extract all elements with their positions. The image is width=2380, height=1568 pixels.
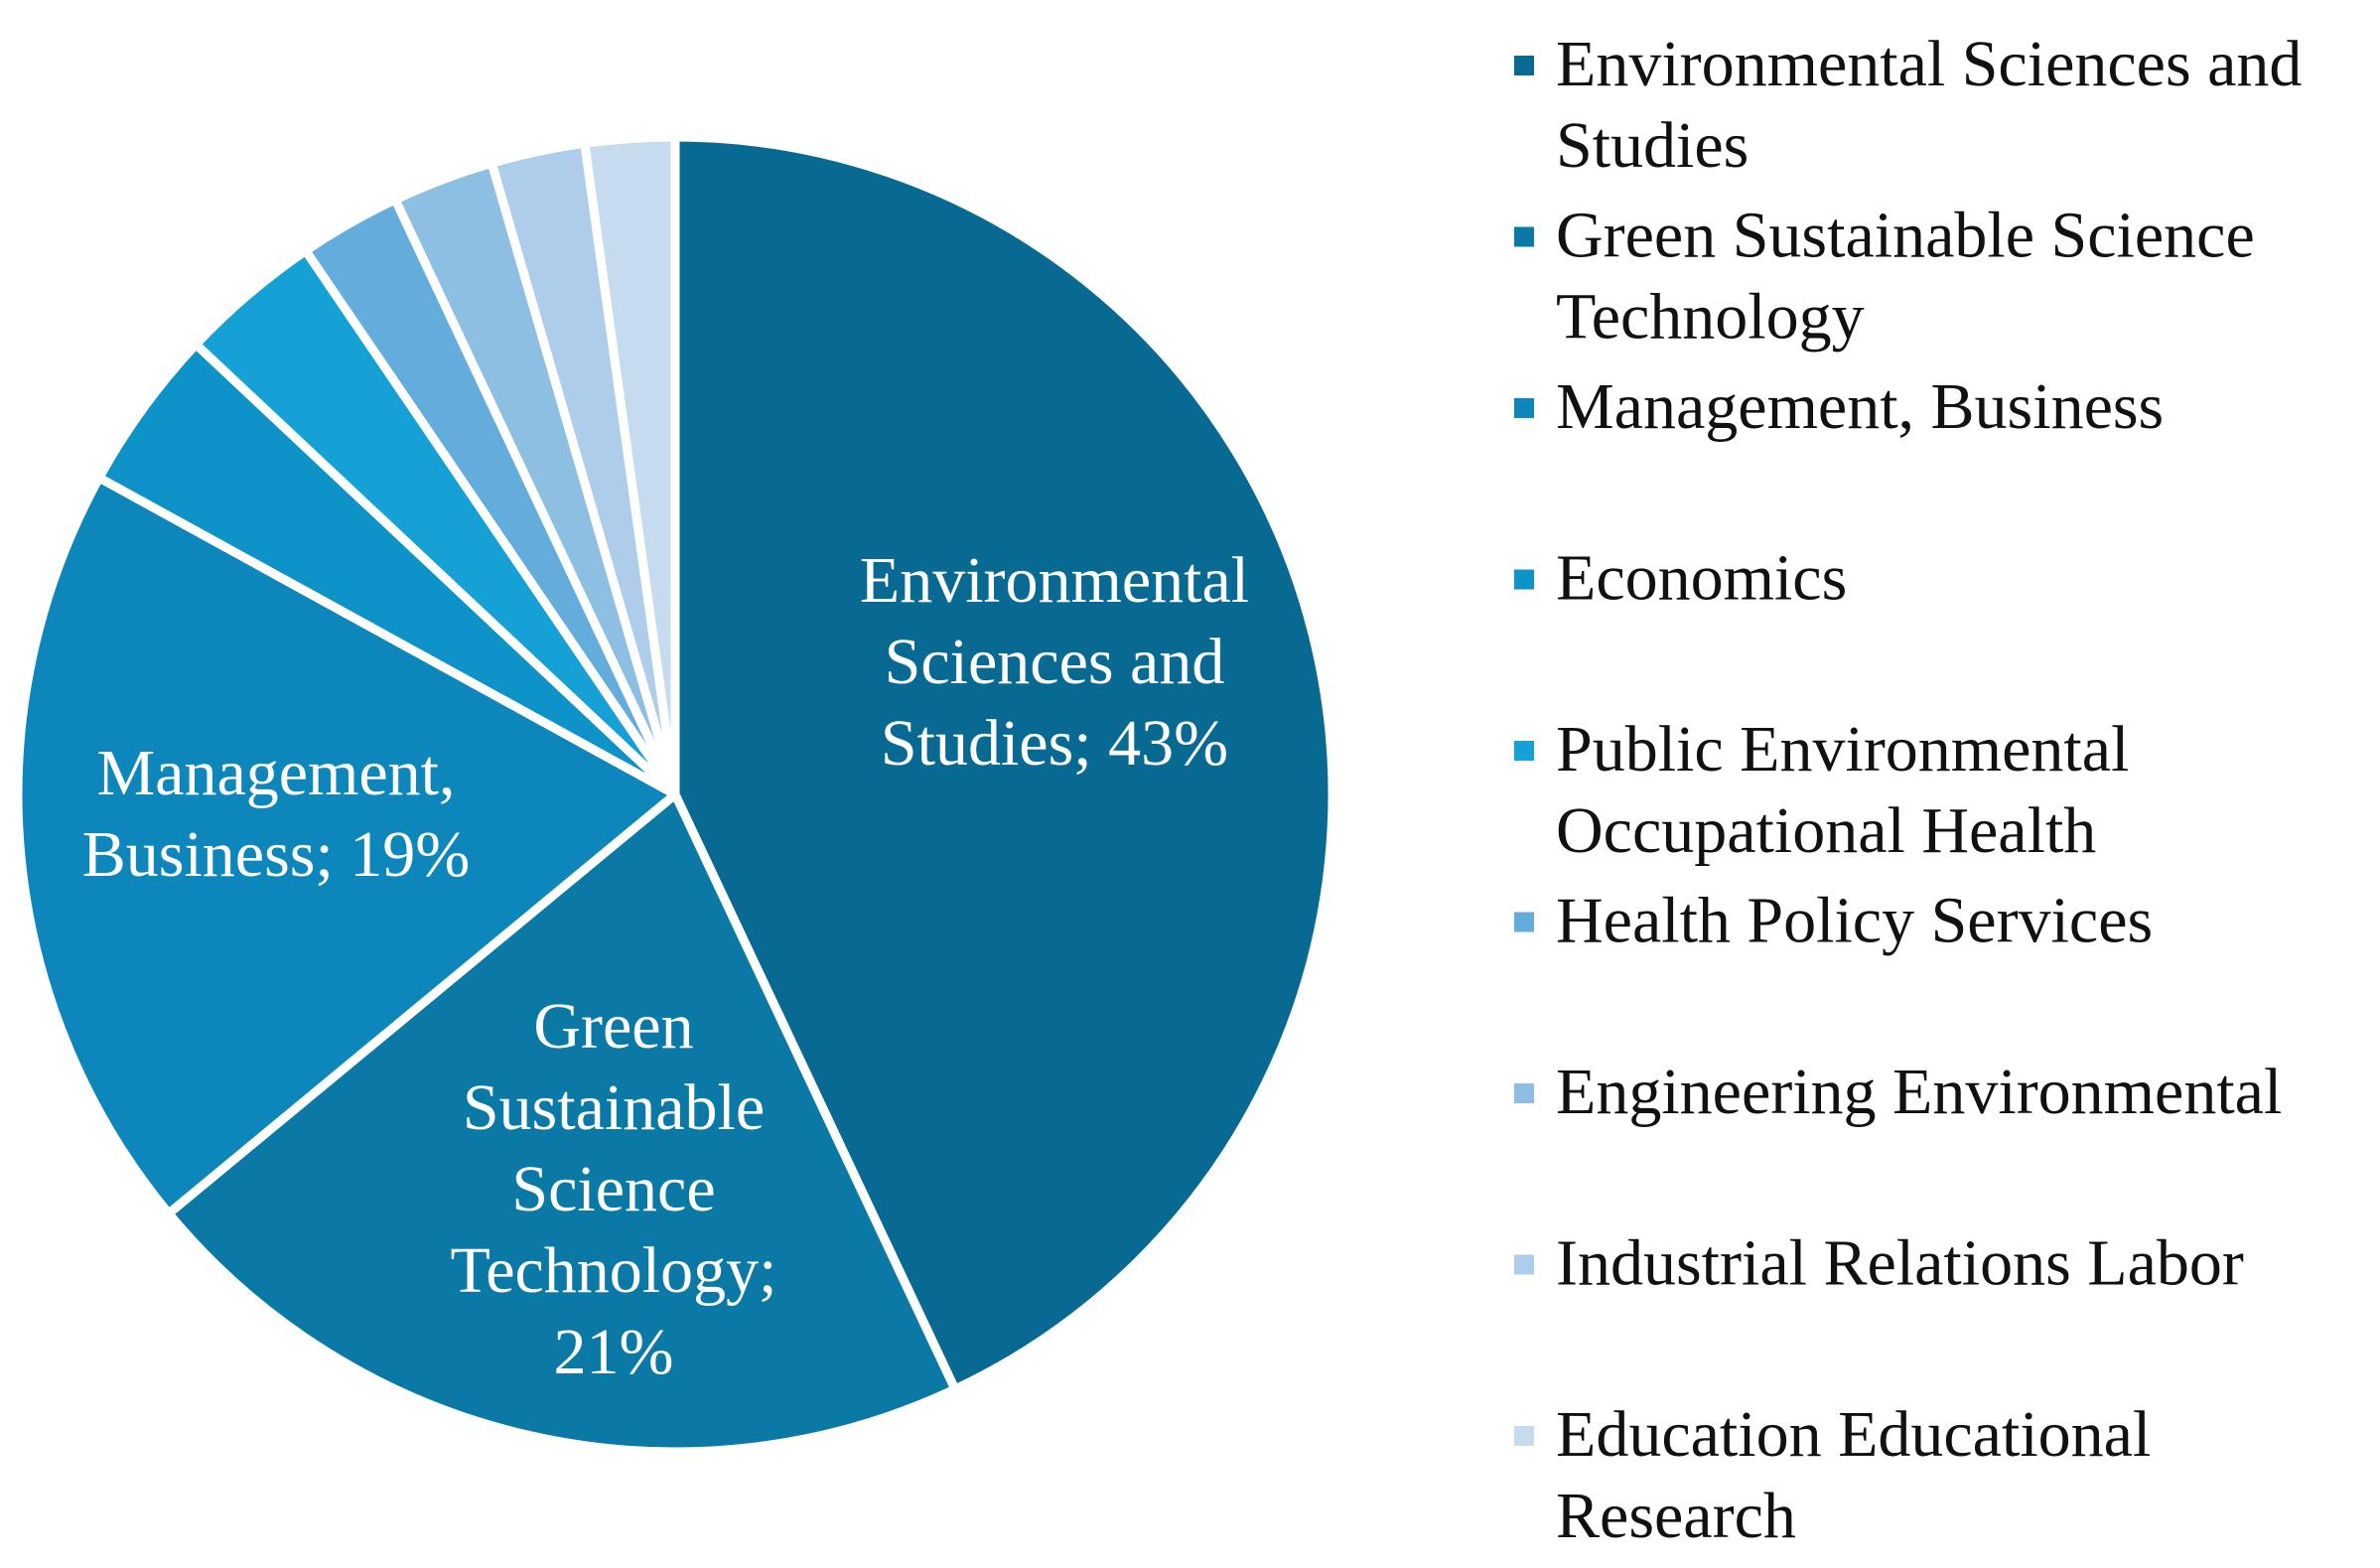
slice-data-label-3: Management, Business; 19%: [82, 737, 471, 891]
legend-swatch-3: [1514, 398, 1534, 418]
legend-item-3: Management, Business: [1514, 370, 2164, 443]
legend-item-2: Green Sustainable Science Technology: [1514, 200, 2255, 354]
slice-data-label-2: Green Sustainable Science Technology; 21%: [451, 990, 777, 1388]
legend-label-4: Economics: [1556, 542, 1847, 615]
slice-data-labels: Environmental Sciences and Studies; 43% Gre…: [82, 544, 1249, 1388]
legend-item-7: Engineering Environmental: [1514, 1056, 2282, 1128]
legend-label-9: Education Educational Research: [1556, 1398, 2151, 1552]
pie-slice-3: [13, 473, 680, 1218]
legend-label-6: Health Policy Services: [1556, 885, 2153, 957]
legend-item-6: Health Policy Services: [1514, 885, 2153, 957]
legend-label-7: Engineering Environmental: [1556, 1056, 2282, 1128]
legend-swatch-5: [1514, 741, 1534, 761]
slice-data-label-1: Environmental Sciences and Studies; 43%: [860, 544, 1249, 780]
legend-item-8: Industrial Relations Labor: [1514, 1227, 2244, 1300]
legend-item-4: Economics: [1514, 542, 1847, 615]
legend: Environmental Sciences and Studies Green S…: [1514, 28, 2302, 1552]
legend-label-5: Public Environmental Occupational Health: [1556, 713, 2129, 867]
legend-label-3: Management, Business: [1556, 370, 2164, 443]
legend-swatch-7: [1514, 1083, 1534, 1103]
legend-swatch-1: [1514, 56, 1534, 75]
legend-swatch-6: [1514, 912, 1534, 932]
legend-item-9: Education Educational Research: [1514, 1398, 2151, 1552]
legend-swatch-9: [1514, 1426, 1534, 1446]
pie-slice-2: [164, 789, 960, 1457]
legend-swatch-2: [1514, 226, 1534, 247]
legend-swatch-4: [1514, 569, 1534, 590]
legend-swatch-8: [1514, 1254, 1534, 1275]
legend-label-2: Green Sustainable Science Technology: [1556, 200, 2255, 354]
legend-item-1: Environmental Sciences and Studies: [1514, 28, 2302, 182]
legend-label-8: Industrial Relations Labor: [1556, 1227, 2244, 1300]
legend-label-1: Environmental Sciences and Studies: [1556, 28, 2302, 182]
pie-slice-1: [670, 132, 1337, 1394]
legend-item-5: Public Environmental Occupational Health: [1514, 713, 2129, 867]
pie-slices: [13, 132, 1337, 1457]
pie-slice-9: [580, 132, 680, 799]
